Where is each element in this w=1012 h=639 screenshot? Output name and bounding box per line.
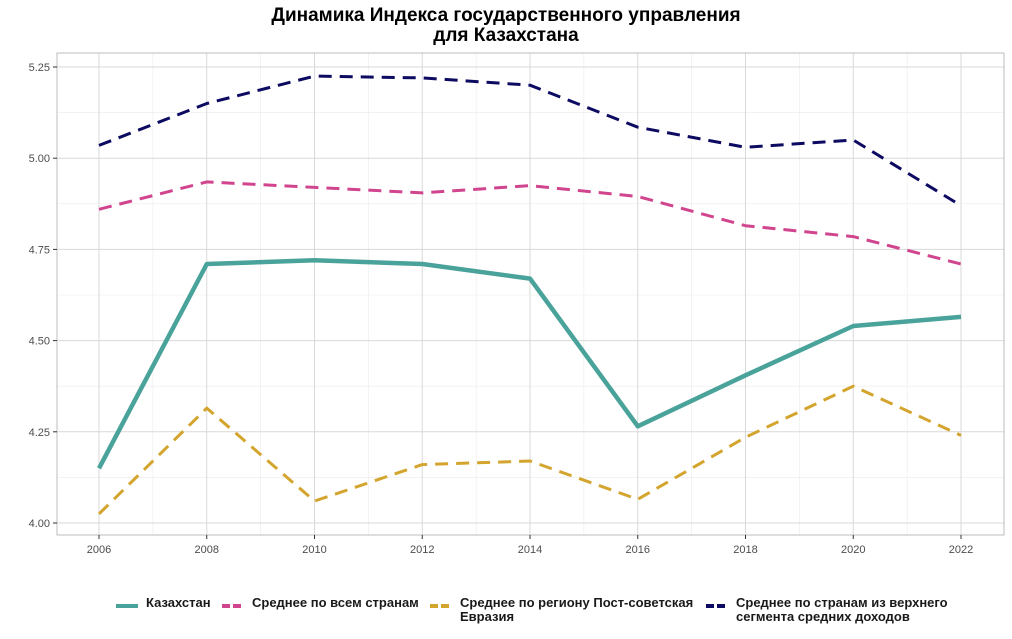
legend-label-all-countries: Среднее по всем странам <box>252 595 419 610</box>
x-tick-label: 2020 <box>841 544 865 556</box>
legend-swatch-all-countries <box>222 604 244 608</box>
legend-label-kazakhstan: Казахстан <box>146 595 211 610</box>
series-line-post-soviet <box>97 384 962 515</box>
legend-item-kazakhstan: Казахстан <box>116 596 211 610</box>
x-tick-label: 2014 <box>518 544 542 556</box>
x-tick-label: 2012 <box>410 544 434 556</box>
legend-item-all-countries: Среднее по всем странам <box>222 596 419 610</box>
series-line-upper-middle <box>98 74 962 207</box>
chart-title-line-1: Динамика Индекса государственного управл… <box>271 5 741 26</box>
y-tick-label: 4.25 <box>29 427 50 439</box>
x-tick-label: 2016 <box>626 544 650 556</box>
legend-item-upper-middle: Среднее по странам из верхнего сегмента … <box>706 596 948 624</box>
x-tick-label: 2008 <box>195 544 219 556</box>
x-tick-label: 2006 <box>87 544 111 556</box>
series-line-kazakhstan <box>97 258 962 470</box>
legend-item-post-soviet: Среднее по региону Пост-советская Еврази… <box>430 596 693 624</box>
y-tick-label: 4.75 <box>29 244 50 256</box>
y-tick-label: 5.00 <box>29 153 50 165</box>
y-tick-label: 5.25 <box>29 62 50 74</box>
y-tick-label: 4.50 <box>29 336 50 348</box>
legend-label-post-soviet: Среднее по региону Пост-советская Еврази… <box>460 595 694 624</box>
y-tick-label: 4.00 <box>29 518 50 530</box>
legend-swatch-kazakhstan <box>116 604 138 608</box>
series-line-all-countries <box>98 180 962 266</box>
legend-swatch-post-soviet <box>430 604 452 608</box>
legend-label-upper-middle: Среднее по странам из верхнего сегмента … <box>736 595 948 624</box>
x-tick-label: 2022 <box>949 544 973 556</box>
x-tick-label: 2018 <box>733 544 757 556</box>
chart-title: Динамика Индекса государственного управл… <box>0 6 1012 46</box>
x-tick-label: 2010 <box>302 544 326 556</box>
legend-swatch-upper-middle <box>706 604 728 608</box>
chart-title-line-2: для Казахстана <box>433 25 579 46</box>
